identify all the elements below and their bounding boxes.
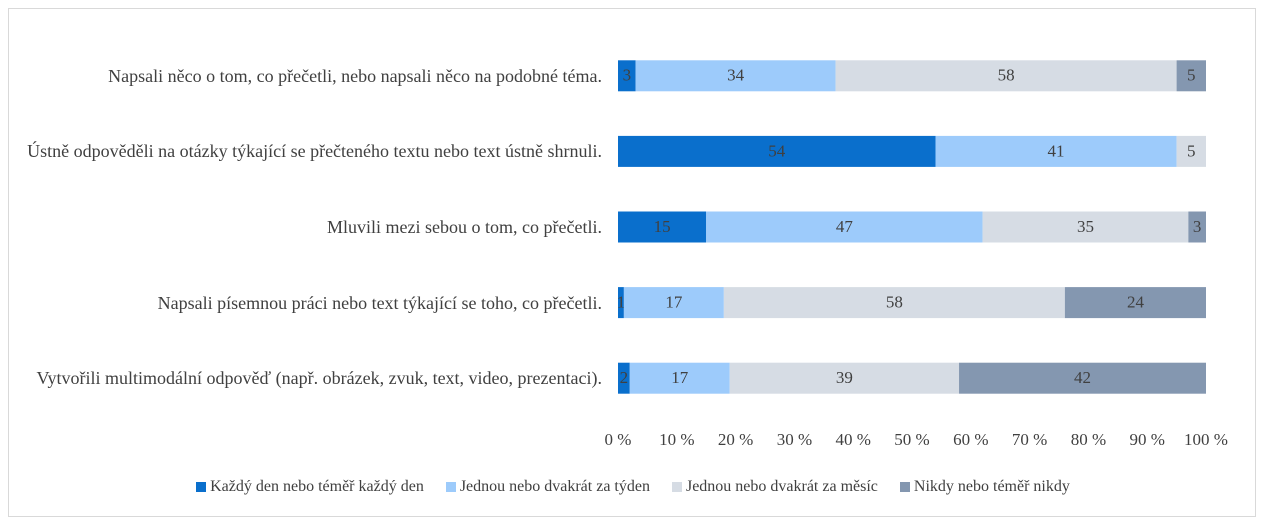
- x-tick-label: 10 %: [659, 430, 694, 449]
- legend-item: Každý den nebo téměř každý den: [196, 478, 424, 496]
- data-label: 39: [836, 368, 853, 387]
- bar-segment: [618, 211, 707, 243]
- x-tick-label: 40 %: [835, 430, 870, 449]
- data-label: 34: [727, 66, 745, 85]
- x-tick-label: 20 %: [718, 430, 753, 449]
- data-label: 5: [1187, 66, 1196, 85]
- category-label: Mluvili mezi sebou o tom, co přečetli.: [327, 217, 602, 237]
- data-label: 58: [998, 66, 1015, 85]
- category-label: Ústně odpověděli na otázky týkající se p…: [27, 141, 602, 162]
- x-tick-label: 70 %: [1012, 430, 1047, 449]
- x-tick-label: 90 %: [1129, 430, 1164, 449]
- legend-label: Každý den nebo téměř každý den: [210, 478, 424, 495]
- x-tick-label: 60 %: [953, 430, 988, 449]
- bar-segment: [959, 362, 1206, 394]
- legend-swatch: [196, 482, 207, 492]
- bar-segment: [629, 362, 730, 394]
- bar-segment: [1176, 135, 1206, 167]
- legend-label: Nikdy nebo téměř nikdy: [913, 478, 1070, 495]
- data-label: 24: [1127, 293, 1145, 312]
- bar-segment: [723, 287, 1065, 319]
- legend-item: Nikdy nebo téměř nikdy: [899, 478, 1070, 496]
- x-tick-label: 30 %: [777, 430, 812, 449]
- data-label: 1: [617, 293, 626, 312]
- bar-segment: [982, 211, 1189, 243]
- bar-segment: [1064, 287, 1206, 319]
- data-label: 15: [654, 217, 671, 236]
- bar-segment: [618, 362, 630, 394]
- data-label: 47: [836, 217, 854, 236]
- legend-swatch: [445, 482, 456, 492]
- bar-segment: [618, 135, 936, 167]
- legend-item: Jednou nebo dvakrát za měsíc: [671, 478, 878, 496]
- x-tick-label: 50 %: [894, 430, 929, 449]
- legend: Každý den nebo téměř každý den Jednou neb…: [0, 478, 1266, 496]
- data-label: 5: [1187, 141, 1196, 160]
- data-label: 58: [886, 293, 903, 312]
- legend-label: Jednou nebo dvakrát za týden: [459, 478, 650, 495]
- category-label: Vytvořili multimodální odpověď (např. ob…: [36, 368, 602, 389]
- x-tick-label: 0 %: [605, 430, 632, 449]
- legend-item: Jednou nebo dvakrát za týden: [445, 478, 650, 496]
- legend-swatch: [899, 482, 910, 492]
- data-label: 17: [665, 293, 683, 312]
- bar-segment: [1188, 211, 1206, 243]
- data-label: 42: [1074, 368, 1091, 387]
- data-label: 41: [1048, 141, 1065, 160]
- bar-segment: [635, 60, 836, 92]
- bar-segment: [835, 60, 1177, 92]
- x-tick-label: 100 %: [1184, 430, 1228, 449]
- legend-label: Jednou nebo dvakrát za měsíc: [685, 478, 878, 495]
- x-tick-label: 80 %: [1071, 430, 1106, 449]
- data-label: 3: [1193, 217, 1202, 236]
- bar-segment: [729, 362, 960, 394]
- data-label: 2: [620, 368, 629, 387]
- bar-segment: [935, 135, 1177, 167]
- chart-frame: [8, 8, 1256, 517]
- bar-segment: [618, 60, 636, 92]
- bar-segment: [706, 211, 983, 243]
- bar-segment: [1176, 60, 1206, 92]
- category-label: Napsali písemnou práci nebo text týkajíc…: [157, 292, 602, 313]
- data-label: 3: [623, 66, 632, 85]
- data-label: 17: [671, 368, 689, 387]
- data-label: 54: [768, 141, 786, 160]
- legend-swatch: [671, 482, 682, 492]
- bar-segment: [623, 287, 724, 319]
- category-label: Napsali něco o tom, co přečetli, nebo na…: [108, 65, 602, 86]
- data-label: 35: [1077, 217, 1094, 236]
- bar-segment: [618, 287, 624, 319]
